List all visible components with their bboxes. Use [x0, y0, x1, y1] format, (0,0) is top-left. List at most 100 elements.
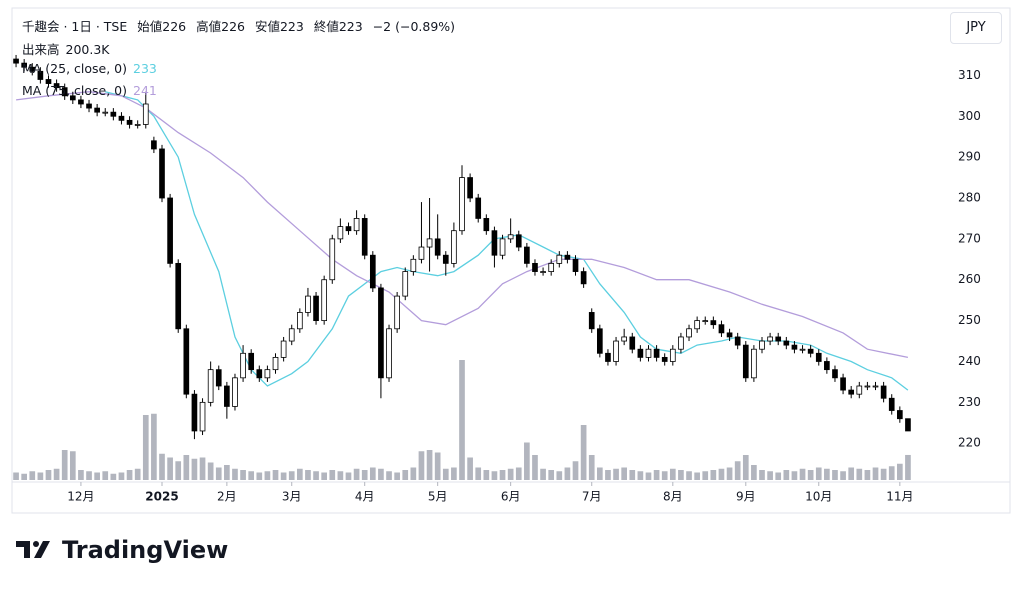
volume-bar	[653, 470, 660, 480]
volume-bar	[824, 468, 830, 480]
volume-bar	[337, 471, 344, 480]
volume-bar	[386, 471, 392, 480]
candle-body	[637, 348, 644, 358]
volume-bar	[718, 468, 725, 480]
candle-body	[86, 103, 92, 109]
candle-body	[329, 238, 336, 281]
candle-body	[872, 385, 879, 388]
value: 226	[221, 19, 245, 34]
candle-body	[848, 389, 855, 395]
volume-bar	[848, 467, 855, 480]
candle-body	[240, 352, 246, 379]
volume-bar	[264, 471, 271, 480]
y-tick-label: 290	[958, 150, 981, 164]
candle-body	[402, 271, 409, 297]
volume-bar	[556, 471, 563, 480]
candle-body	[629, 336, 636, 350]
volume-bar	[45, 470, 52, 480]
y-tick-label: 240	[958, 354, 981, 368]
candle-body	[799, 348, 806, 351]
volume-bar	[775, 472, 782, 480]
candle-body	[751, 348, 757, 379]
candle-body	[167, 197, 173, 264]
volume-bar	[183, 455, 190, 480]
candle-body	[686, 328, 692, 338]
volume-bar	[629, 470, 636, 480]
volume-bar	[532, 455, 538, 480]
volume-bar	[799, 468, 806, 480]
candle-body	[507, 234, 514, 240]
volume-bar	[491, 471, 498, 480]
volume-bar	[864, 470, 871, 480]
y-tick-label: 220	[958, 436, 981, 450]
x-tick-label: 11月	[886, 490, 913, 504]
candle-body	[321, 279, 327, 322]
candle-body	[605, 352, 611, 362]
candle-body	[467, 177, 473, 199]
x-tick-label: 9月	[736, 490, 756, 504]
candle-body	[159, 148, 165, 199]
volume-bar	[694, 472, 700, 480]
ma-legend: MA (75, close, 0) 241	[22, 83, 163, 98]
volume-bar	[118, 472, 125, 480]
symbol-header: 千趣会 · 1日 · TSE 始値226 高値226 安値223 終値223 −…	[22, 16, 461, 35]
candle-body	[224, 385, 230, 407]
change: −2 (−0.89%)	[372, 19, 456, 34]
volume-bar	[199, 457, 206, 480]
volume-bar	[597, 467, 603, 480]
label: 安値	[254, 19, 280, 34]
candle-body	[264, 369, 271, 379]
volume-bar	[191, 458, 198, 480]
volume-bar	[669, 468, 676, 480]
candle-body	[61, 87, 68, 97]
volume-bar	[418, 451, 425, 480]
candle-body	[645, 348, 652, 358]
volume-bar	[872, 467, 879, 480]
x-tick-label: 6月	[501, 490, 521, 504]
candle-body	[280, 340, 287, 358]
candle-body	[824, 361, 830, 371]
candle-body	[337, 226, 344, 240]
volume-bar	[475, 467, 482, 480]
ohlc-low: 安値223	[255, 19, 304, 34]
y-tick-label: 250	[958, 313, 981, 327]
candle-body	[524, 246, 530, 264]
value: 241	[133, 83, 157, 98]
volume-bar	[710, 470, 717, 480]
symbol: 千趣会 · 1日 · TSE	[22, 19, 128, 34]
volume-bar	[905, 454, 911, 480]
volume-bar	[442, 468, 449, 480]
volume-bar	[426, 450, 433, 480]
candle-body	[451, 230, 457, 264]
label: 出来高	[22, 42, 60, 57]
volume-bar	[515, 467, 522, 480]
volume-bar	[345, 472, 352, 480]
volume-bar	[361, 470, 368, 480]
ohlc-close: 終値223	[314, 19, 363, 34]
volume-bar	[37, 472, 44, 480]
volume-bar	[215, 467, 222, 480]
volume-bar	[880, 468, 887, 480]
candle-body	[110, 111, 117, 117]
candle-body	[483, 218, 490, 232]
candle-body	[475, 197, 482, 219]
volume-bar	[53, 468, 60, 480]
volume-bar	[807, 470, 814, 480]
candle-body	[256, 369, 263, 379]
candle-body	[69, 95, 76, 101]
volume-bar	[240, 470, 246, 480]
volume-bar	[280, 472, 287, 480]
candle-body	[288, 328, 295, 342]
currency-button[interactable]: JPY	[950, 12, 1002, 44]
candle-body	[345, 226, 352, 232]
candle-body	[272, 356, 279, 371]
candle-body	[207, 369, 214, 403]
volume-bar	[29, 471, 36, 480]
candle-body	[775, 336, 782, 342]
volume-bar	[548, 470, 555, 480]
volume-bar	[434, 452, 441, 480]
volume-bar	[224, 465, 230, 480]
candle-body	[442, 254, 449, 264]
